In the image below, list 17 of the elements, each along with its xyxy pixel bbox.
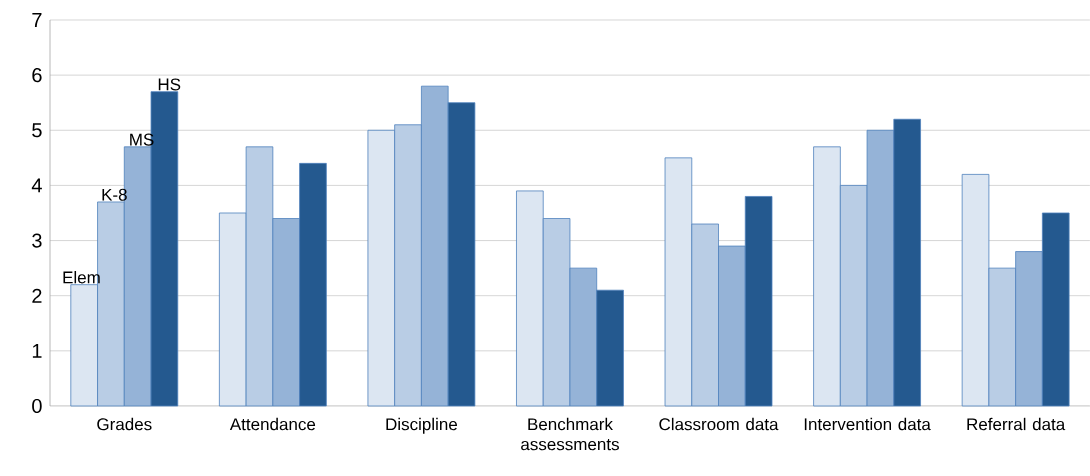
x-tick-label: Referral data — [967, 417, 1066, 431]
x-tick-label: Grades — [97, 417, 152, 431]
y-tick-label: 6 — [32, 68, 42, 83]
x-tick-label: Attendance — [229, 417, 316, 431]
series-label: HS — [158, 78, 181, 91]
x-tick-label: Classroom data — [659, 417, 779, 431]
x-tick-label: Discipline — [386, 417, 458, 434]
y-tick-label: 2 — [32, 288, 42, 303]
y-tick-label: 4 — [31, 178, 42, 193]
series-label: K-8 — [102, 188, 127, 201]
y-tick-label: 7 — [32, 13, 42, 27]
x-tick-label: Intervention data — [804, 417, 931, 431]
y-tick-label: 1 — [32, 343, 42, 358]
x-tick-label: Benchmark assessments — [521, 417, 619, 451]
y-tick-label: 5 — [32, 123, 42, 138]
y-tick-label: 3 — [32, 233, 42, 248]
y-tick-label: 0 — [32, 398, 42, 414]
